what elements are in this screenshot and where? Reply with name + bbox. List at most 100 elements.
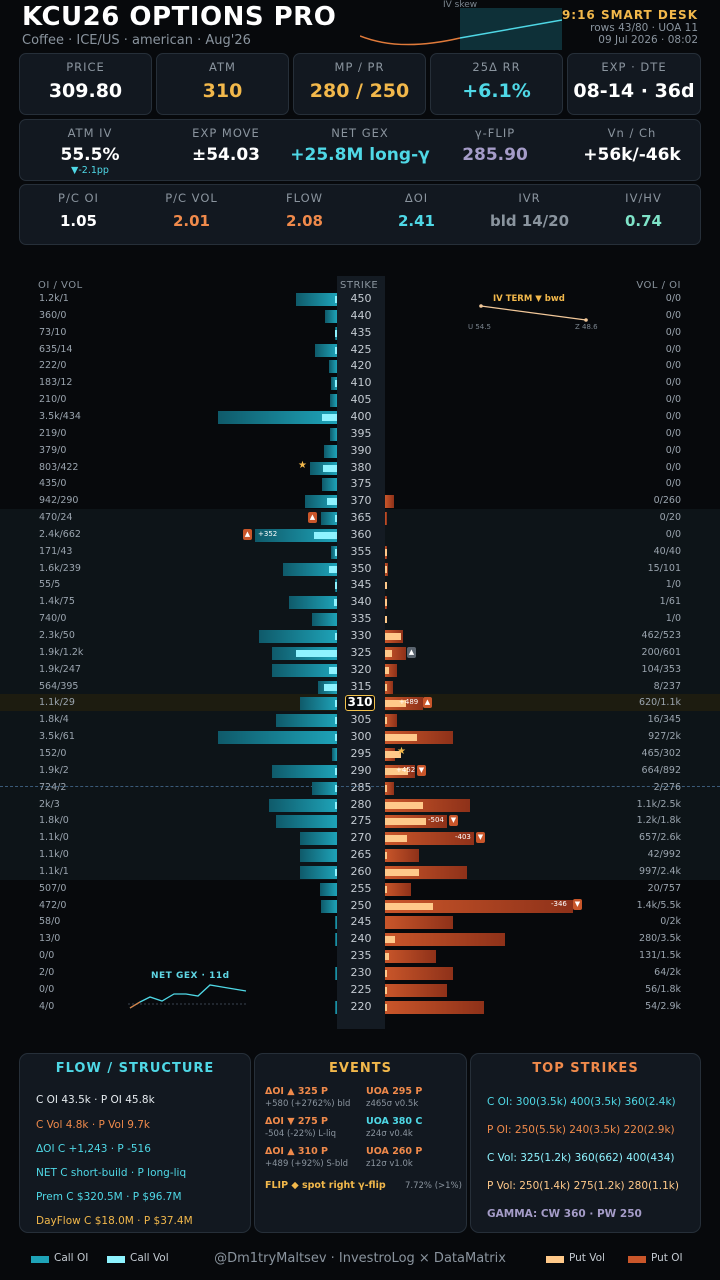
stat-value: 2.01 — [172, 212, 210, 230]
strike-row[interactable]: 2k/3 280 1.1k/2.5k — [0, 797, 720, 813]
strike-row[interactable]: 0/0 225 56/1.8k — [0, 982, 720, 998]
strike-label: 450 — [350, 292, 372, 305]
strike-row[interactable]: 183/12 410 0/0 — [0, 375, 720, 391]
strike-row[interactable]: 3.5k/434 400 0/0 — [0, 409, 720, 425]
strike-row[interactable]: 1.6k/239 350 15/101 — [0, 561, 720, 577]
strike-row[interactable]: 1.9k/2 290 664/892 — [0, 763, 720, 779]
iv-term-point-z — [584, 318, 588, 322]
strike-row[interactable]: 55/5 345 1/0 — [0, 577, 720, 593]
strike-row[interactable]: 724/2 285 2/276 — [0, 780, 720, 796]
call-oi-vol: 803/422 — [39, 461, 79, 473]
strike-row[interactable]: 1.1k/1 260 997/2.4k — [0, 864, 720, 880]
strike-row[interactable]: 0/0 235 131/1.5k — [0, 948, 720, 964]
strike-row[interactable]: 152/0 295 465/302 — [0, 746, 720, 762]
strike-row[interactable]: 1.8k/4 305 16/345 — [0, 712, 720, 728]
footer: @Dm1tryMaltsev · InvestroLog × DataMatri… — [0, 1251, 720, 1268]
put-vol-oi: 280/3.5k — [639, 933, 681, 945]
stat-label: P/C VOL — [165, 191, 218, 205]
call-vol-bar — [335, 515, 337, 523]
strike-row[interactable]: 942/290 370 0/260 — [0, 493, 720, 509]
call-oi-vol: 210/0 — [39, 394, 67, 406]
strike-row[interactable]: 1.9k/247 320 104/353 — [0, 662, 720, 678]
strike-row[interactable]: 635/14 425 0/0 — [0, 342, 720, 358]
strike-row[interactable]: 210/0 405 0/0 — [0, 392, 720, 408]
strike-row[interactable]: 564/395 315 8/237 — [0, 679, 720, 695]
strike-row[interactable]: 379/0 390 0/0 — [0, 443, 720, 459]
stat-pc-vol: P/C VOL 2.01 — [133, 191, 250, 230]
credit-text: @Dm1tryMaltsev · InvestroLog × DataMatri… — [214, 1251, 506, 1266]
strike-row[interactable]: 1.2k/1 450 0/0 — [0, 291, 720, 307]
flow-line: C OI 43.5k · P OI 45.8k — [36, 1094, 155, 1106]
oi-up-icon: ▲ — [308, 512, 317, 523]
strike-row[interactable]: 4/0 220 54/2.9k — [0, 999, 720, 1015]
call-oi-bar — [272, 764, 337, 778]
strike-row[interactable]: 507/0 255 20/757 — [0, 881, 720, 897]
strike-label: 360 — [350, 527, 372, 541]
strike-row[interactable]: 435/0 375 0/0 — [0, 476, 720, 492]
strike-label: 335 — [350, 612, 372, 626]
stat-label: NET GEX — [331, 126, 389, 140]
iv-term-back: Z 48.6 — [575, 323, 598, 331]
strike-row[interactable]: 1.9k/1.2k 325 200/601 — [0, 645, 720, 661]
strike-row[interactable]: 2/0 230 64/2k — [0, 965, 720, 981]
flow-line: DayFlow C $18.0M · P $37.4M — [36, 1215, 193, 1227]
strike-label: 405 — [350, 393, 372, 407]
call-oi-vol: 171/43 — [39, 545, 73, 557]
strike-row[interactable]: 58/0 245 0/2k — [0, 914, 720, 930]
strike-row[interactable]: 73/10 435 0/0 — [0, 325, 720, 341]
strike-row[interactable]: 803/422 380 0/0 — [0, 460, 720, 476]
call-oi-vol: 2k/3 — [39, 798, 60, 810]
strike-row[interactable]: 3.5k/61 300 927/2k — [0, 729, 720, 745]
strike-row[interactable]: 1.4k/75 340 1/61 — [0, 594, 720, 610]
call-oi-bar — [269, 798, 337, 812]
strike-row[interactable]: 470/24 365 0/20 — [0, 510, 720, 526]
smart-desk-label: 9:16 SMART DESK — [561, 8, 698, 22]
put-vol-oi: 54/2.9k — [645, 1000, 681, 1012]
put-vol-bar — [385, 970, 388, 977]
put-oi-bar — [385, 950, 437, 964]
strike-label: 285 — [350, 780, 372, 794]
strike-row[interactable]: 472/0 250 1.4k/5.5k — [0, 898, 720, 914]
call-oi-bar — [272, 663, 337, 677]
strike-row[interactable]: 360/0 440 0/0 — [0, 308, 720, 324]
delta-oi-tag: -403 — [455, 833, 471, 841]
strike-row[interactable]: 1.1k/29 620/1.1k — [0, 695, 720, 711]
call-oi-bar — [299, 697, 337, 711]
strike-row[interactable]: 1.8k/0 275 1.2k/1.8k — [0, 813, 720, 829]
strike-row[interactable]: 1.1k/0 265 42/992 — [0, 847, 720, 863]
atm-strike-marker[interactable]: 310 — [345, 695, 375, 711]
call-oi-vol: 1.1k/1 — [39, 865, 69, 877]
put-vol-oi: 465/302 — [641, 747, 681, 759]
stat-label: ATM — [209, 60, 236, 74]
strike-row[interactable]: 1.1k/0 270 657/2.6k — [0, 830, 720, 846]
call-vol-bar — [335, 784, 337, 792]
strike-row[interactable]: 740/0 335 1/0 — [0, 611, 720, 627]
net-gex-start-segment — [129, 1001, 141, 1009]
strike-column — [337, 276, 385, 1029]
call-oi-bar — [289, 596, 337, 610]
event-sub: +580 (+2762%) bld — [265, 1099, 351, 1109]
legend-call-oi: Call OI — [54, 1252, 89, 1264]
strike-row[interactable]: 222/0 420 0/0 — [0, 358, 720, 374]
call-vol-bar — [335, 717, 337, 725]
strike-row[interactable]: 2.4k/662 360 0/0 — [0, 527, 720, 543]
legend-call-vol-swatch — [107, 1256, 125, 1263]
top-strike-line: C Vol: 325(1.2k) 360(662) 400(434) — [487, 1152, 675, 1164]
strike-row[interactable]: 219/0 395 0/0 — [0, 426, 720, 442]
call-oi-bar — [331, 545, 337, 559]
put-vol-oi: 997/2.4k — [639, 865, 681, 877]
strike-row[interactable]: 171/43 355 40/40 — [0, 544, 720, 560]
put-vol-bar — [385, 734, 417, 742]
strike-label: 340 — [350, 595, 372, 609]
call-oi-bar — [218, 410, 337, 424]
strike-row[interactable]: 13/0 240 280/3.5k — [0, 931, 720, 947]
strike-row[interactable]: 2.3k/50 330 462/523 — [0, 628, 720, 644]
strike-label: 280 — [350, 797, 372, 811]
strike-label: 435 — [350, 325, 372, 339]
strike-label: 425 — [350, 342, 372, 356]
call-oi-bar — [335, 1000, 337, 1014]
call-oi-vol: 0/0 — [39, 983, 55, 995]
call-oi-vol: 0/0 — [39, 950, 55, 962]
put-vol-oi: 0/0 — [665, 444, 681, 456]
stat-value: 2.41 — [397, 212, 435, 230]
